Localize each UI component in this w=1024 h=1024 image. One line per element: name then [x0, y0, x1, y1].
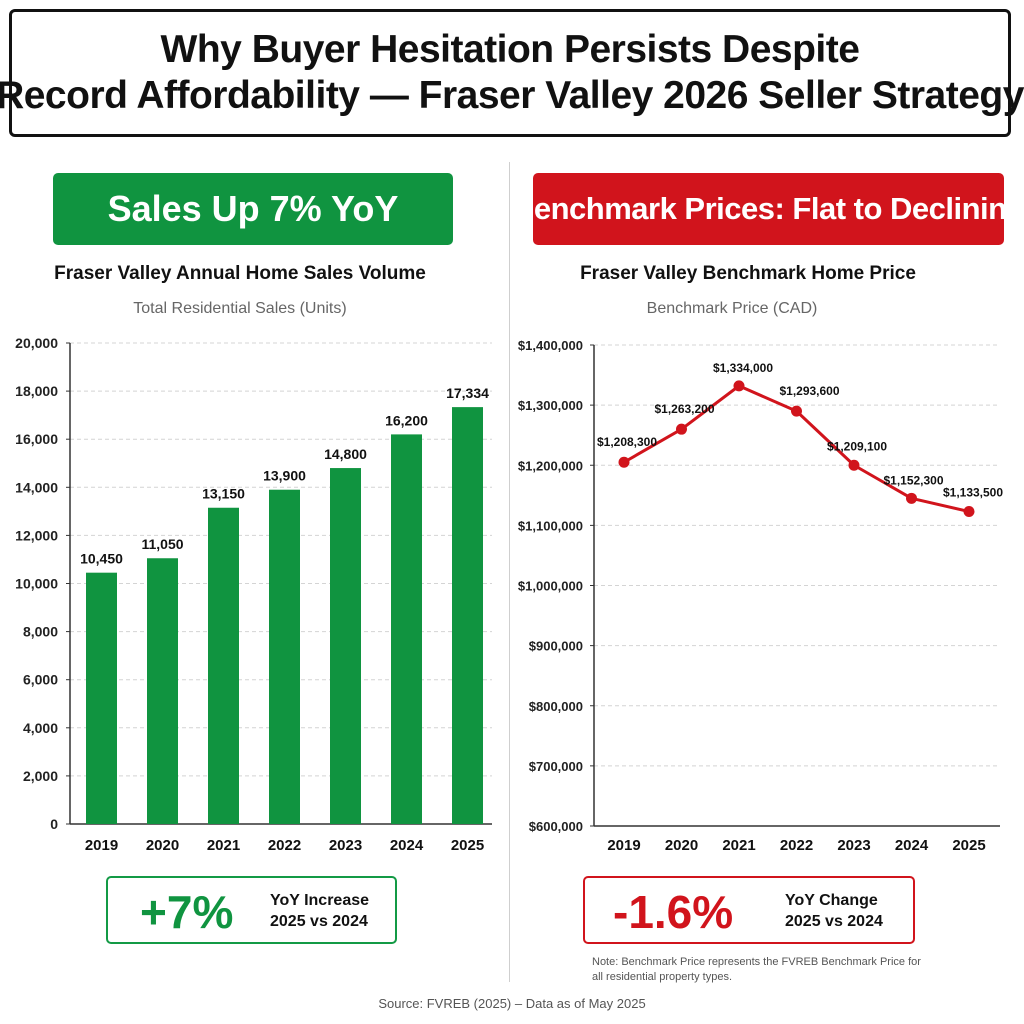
price-kpi-label: YoY Change 2025 vs 2024: [785, 890, 883, 932]
price-y-tick-label: $1,400,000: [518, 338, 583, 353]
sales-data-label: 13,150: [202, 486, 245, 502]
sales-bar: [86, 572, 117, 824]
sales-y-tick-label: 14,000: [15, 479, 58, 495]
price-chart-title: Fraser Valley Benchmark Home Price: [580, 263, 916, 284]
price-data-label: $1,209,100: [827, 439, 887, 453]
sales-kpi-label: YoY Increase 2025 vs 2024: [270, 890, 369, 932]
price-point: [676, 423, 687, 435]
sales-data-label: 14,800: [324, 446, 367, 462]
sales-y-tick-label: 6,000: [23, 672, 58, 688]
sales-bar: [208, 507, 239, 824]
sales-x-tick-label: 2022: [268, 837, 301, 854]
price-line-chart: $600,000 $700,000 $800,000 $900,000 $1,000,0…: [518, 338, 1003, 854]
panel-divider: [509, 162, 510, 982]
price-data-label: $1,334,000: [713, 361, 773, 375]
price-y-tick-label: $1,300,000: [518, 398, 583, 413]
sales-x-tick-label: 2020: [146, 837, 179, 854]
price-x-tick-label: 2022: [780, 837, 813, 854]
price-x-tick-label: 2025: [952, 837, 985, 854]
price-point: [791, 405, 802, 417]
sales-y-tick-label: 2,000: [23, 768, 58, 784]
benchmark-note: Note: Benchmark Price represents the FVR…: [592, 956, 921, 983]
price-y-tick-label: $600,000: [529, 819, 583, 834]
price-point: [963, 506, 975, 518]
price-data-label: $1,133,500: [943, 486, 1003, 500]
sales-x-tick-label: 2023: [329, 837, 362, 854]
sales-chart-subtitle: Total Residential Sales (Units): [133, 300, 347, 317]
sales-x-tick-label: 2025: [451, 837, 484, 854]
price-data-label: $1,208,300: [597, 435, 657, 449]
price-point: [733, 380, 745, 392]
price-chart-subtitle: Benchmark Price (CAD): [646, 300, 818, 317]
price-data-label: $1,263,200: [654, 402, 714, 416]
sales-data-label: 11,050: [141, 536, 183, 552]
price-y-tick-label: $1,100,000: [518, 518, 583, 533]
sales-kpi-box: +7% YoY Increase 2025 vs 2024: [106, 876, 397, 944]
price-point: [848, 459, 860, 471]
sales-x-tick-label: 2019: [85, 837, 118, 854]
price-x-tick-label: 2023: [837, 837, 870, 854]
sales-data-label: 13,900: [263, 468, 306, 484]
price-data-label: $1,152,300: [883, 473, 943, 487]
sales-bar: [391, 434, 422, 824]
price-kpi-label-line-2: 2025 vs 2024: [785, 913, 883, 930]
sales-y-tick-label: 10,000: [15, 576, 58, 592]
sales-bar: [147, 558, 178, 824]
sales-chart-title: Fraser Valley Annual Home Sales Volume: [54, 263, 426, 284]
page-title-line-2: Record Affordability — Fraser Valley 202…: [0, 74, 1024, 117]
price-x-tick-label: 2020: [665, 837, 698, 854]
price-y-tick-label: $1,200,000: [518, 458, 583, 473]
sales-kpi-value: +7%: [140, 886, 234, 938]
price-kpi-value: -1.6%: [613, 886, 734, 938]
sales-kpi-label-line-1: YoY Increase: [270, 892, 370, 909]
sales-y-tick-label: 0: [50, 816, 58, 832]
sales-y-tick-label: 4,000: [23, 720, 58, 736]
sales-y-tick-label: 20,000: [15, 335, 58, 351]
sales-x-tick-label: 2021: [207, 837, 240, 854]
sales-y-tick-label: 16,000: [15, 431, 58, 447]
sales-y-tick-label: 18,000: [15, 383, 58, 399]
sales-bar: [452, 407, 483, 824]
sales-bar: [269, 489, 300, 824]
price-banner: Benchmark Prices: Flat to Declining: [512, 173, 1024, 245]
sales-y-tick-label: 8,000: [23, 624, 58, 640]
title-box: Why Buyer Hesitation Persists Despite Re…: [0, 9, 1024, 137]
page-title-line-1: Why Buyer Hesitation Persists Despite: [160, 28, 860, 71]
price-y-tick-label: $900,000: [529, 639, 583, 654]
price-x-tick-label: 2021: [722, 837, 755, 854]
sales-x-tick-label: 2024: [390, 837, 424, 854]
source-footer: Source: FVREB (2025) – Data as of May 20…: [378, 996, 646, 1011]
sales-bar-chart: 0 2,000 4,000 6,000 8,000 10,000 12,000 14,000 1…: [15, 335, 492, 854]
sales-banner: Sales Up 7% YoY: [53, 173, 453, 245]
price-y-tick-label: $700,000: [529, 759, 583, 774]
price-y-tick-label: $800,000: [529, 699, 583, 714]
sales-y-tick-label: 12,000: [15, 527, 58, 543]
price-data-label: $1,293,600: [779, 384, 839, 398]
price-kpi-box: -1.6% YoY Change 2025 vs 2024: [583, 876, 915, 944]
sales-bar: [330, 468, 361, 824]
price-x-tick-label: 2024: [895, 837, 929, 854]
price-point: [618, 456, 630, 468]
price-point: [906, 492, 917, 504]
sales-data-label: 17,334: [446, 385, 489, 401]
sales-data-label: 10,450: [80, 551, 123, 567]
sales-kpi-label-line-2: 2025 vs 2024: [270, 913, 368, 930]
price-y-tick-label: $1,000,000: [518, 579, 583, 594]
price-kpi-label-line-1: YoY Change: [785, 892, 878, 909]
sales-data-label: 16,200: [385, 412, 428, 428]
price-x-tick-label: 2019: [607, 837, 640, 854]
